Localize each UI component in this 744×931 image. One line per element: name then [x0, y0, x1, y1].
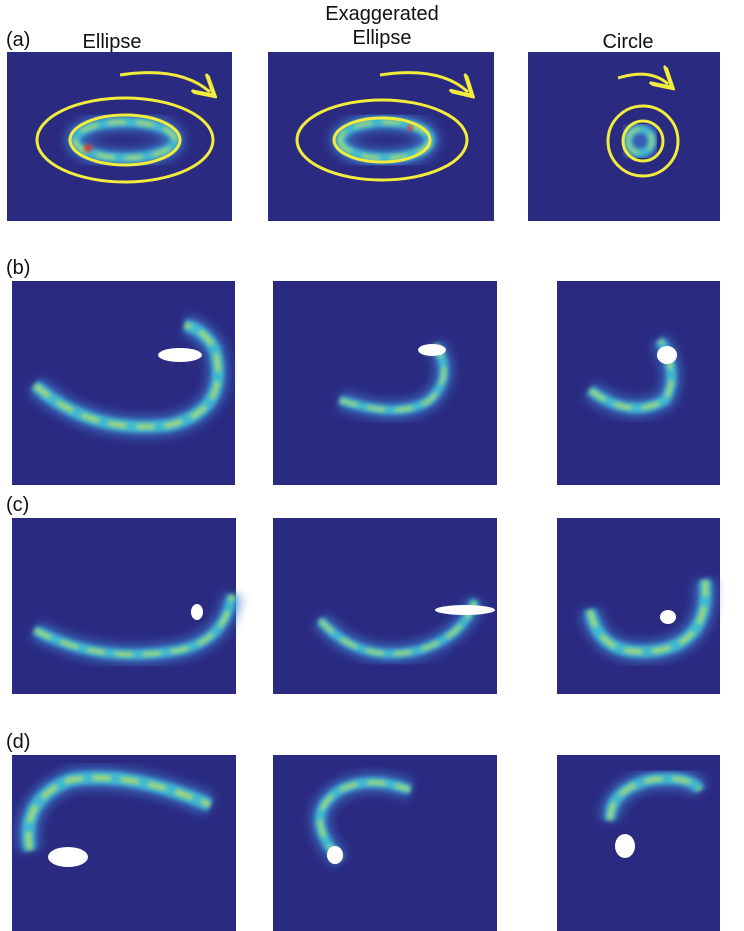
figure: Ellipse Exaggerated Ellipse Circle (a) (… [0, 0, 744, 931]
column-title: Exaggerated [325, 3, 438, 25]
column-title: Ellipse [83, 31, 142, 53]
column-title: Ellipse [353, 27, 412, 49]
white-cluster [48, 847, 88, 867]
white-cluster [418, 344, 446, 356]
white-cluster [657, 346, 677, 364]
white-cluster [191, 604, 203, 620]
row-label: (c) [6, 494, 29, 516]
white-cluster [158, 348, 202, 362]
heatmap-panel [557, 281, 720, 485]
row-label: (d) [6, 731, 30, 753]
heatmap-panel [7, 52, 232, 221]
white-cluster [660, 610, 676, 624]
heatmap-panel [12, 518, 236, 694]
heat-spot [84, 144, 92, 152]
column-title: Circle [602, 31, 653, 53]
white-cluster [327, 846, 343, 864]
heat-spot [407, 125, 413, 131]
row-label: (b) [6, 257, 30, 279]
white-cluster [615, 834, 635, 858]
heatmap-panel [273, 281, 497, 485]
heatmap-panel [268, 52, 494, 221]
white-cluster [435, 605, 495, 615]
row-label: (a) [6, 29, 30, 51]
